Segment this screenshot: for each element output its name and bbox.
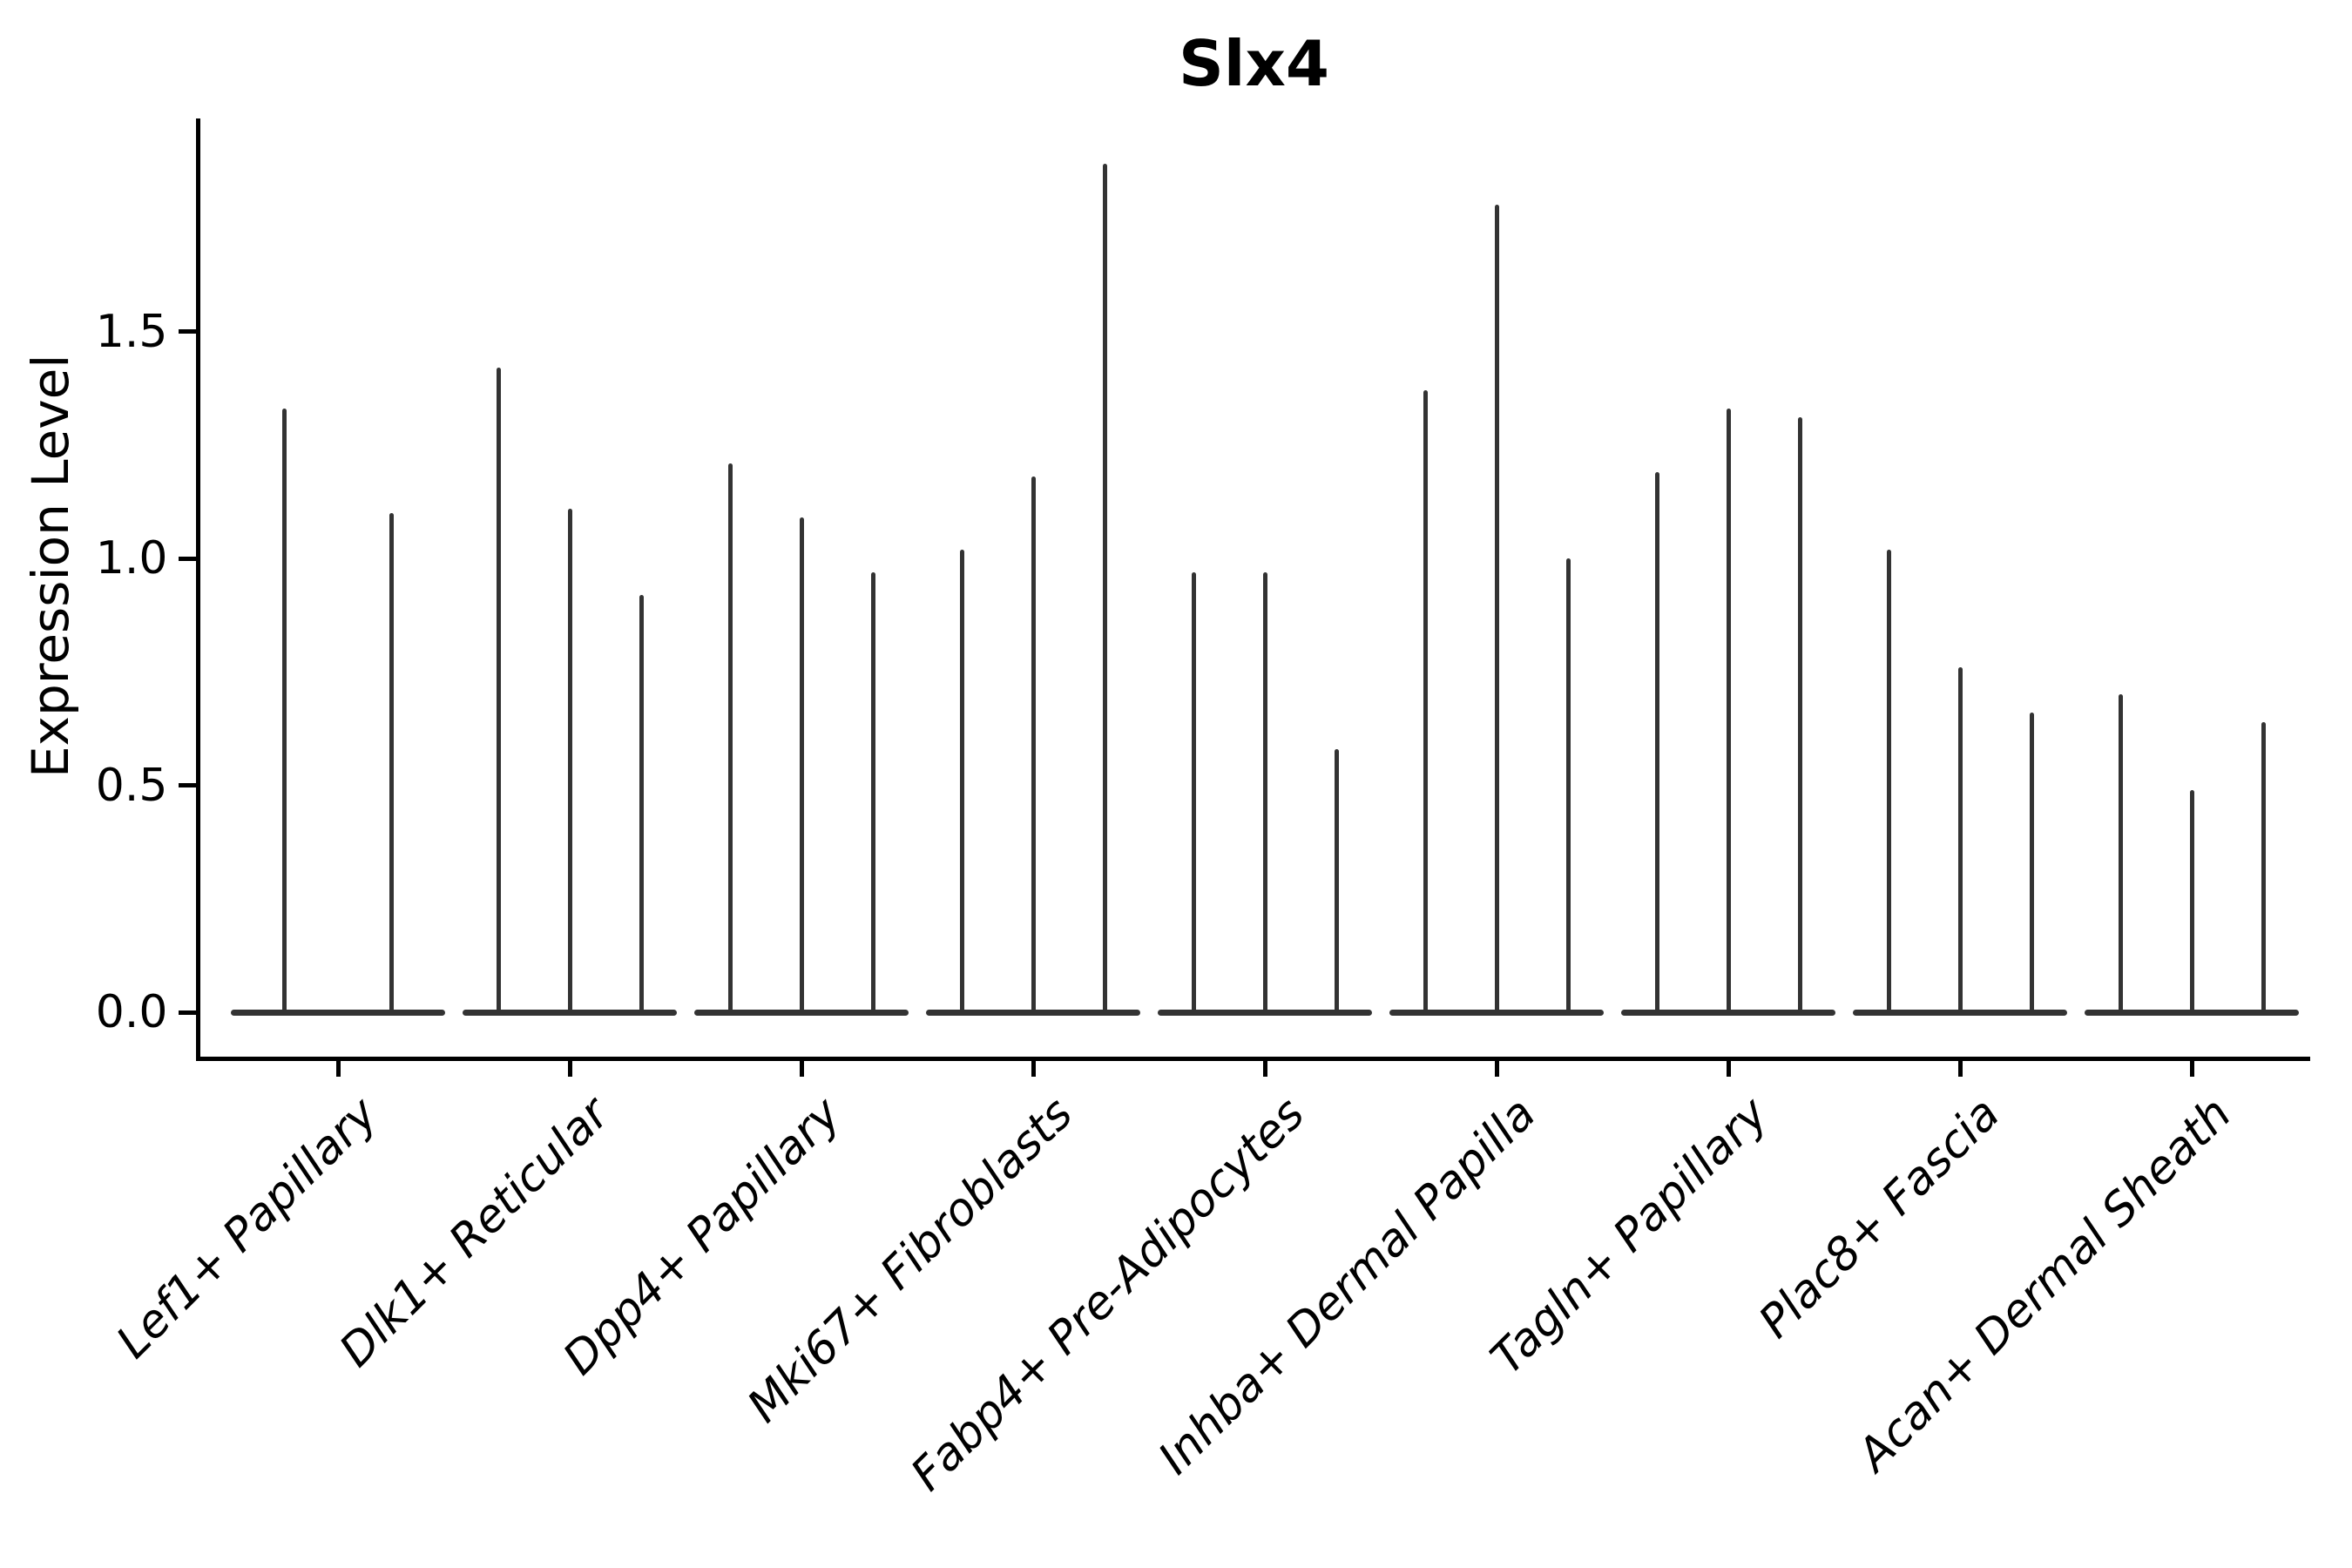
- y-tick-label: 0.5: [95, 759, 168, 812]
- violin-needle: [2261, 721, 2266, 1012]
- violin-needle: [1654, 472, 1659, 1012]
- violin-base: [926, 1009, 1140, 1016]
- x-tick: [335, 1060, 341, 1077]
- violin-needle: [2118, 694, 2123, 1012]
- x-tick: [1726, 1060, 1731, 1077]
- y-tick: [178, 556, 196, 561]
- x-tick-label: Inhba+ Dermal Papilla: [1149, 1087, 1547, 1484]
- x-tick: [2189, 1060, 2194, 1077]
- violin-needle: [870, 571, 875, 1012]
- violin-needle: [1726, 409, 1731, 1012]
- y-tick-label: 0.0: [95, 986, 168, 1038]
- violin-needle: [1262, 571, 1267, 1012]
- violin-needle: [1102, 163, 1107, 1012]
- violin-needle: [1334, 748, 1339, 1012]
- violin-needle: [799, 517, 804, 1012]
- violin-base: [694, 1009, 909, 1016]
- x-tick: [1494, 1060, 1499, 1077]
- violin-base: [463, 1009, 677, 1016]
- violin-needle: [1031, 476, 1036, 1012]
- violin-needle: [727, 463, 733, 1012]
- x-axis-spine: [195, 1056, 2310, 1061]
- violin-needle: [1494, 204, 1499, 1012]
- violin-needle: [567, 508, 572, 1012]
- violin-base: [1621, 1009, 1835, 1016]
- violin-base: [1158, 1009, 1372, 1016]
- x-tick: [799, 1060, 804, 1077]
- plot-title: Slx4: [1178, 27, 1330, 100]
- violin-needle: [389, 512, 394, 1012]
- violin-needle: [1565, 558, 1571, 1012]
- violin-needle: [639, 594, 644, 1012]
- violin-base: [1389, 1009, 1604, 1016]
- violin-needle: [1423, 390, 1428, 1012]
- x-tick-label: Plac8+ Fascia: [1748, 1087, 2011, 1348]
- violin-needle: [1191, 571, 1196, 1012]
- violin-base: [231, 1009, 445, 1016]
- violin-base: [2085, 1009, 2299, 1016]
- violin-needle: [1886, 549, 1891, 1012]
- x-tick: [1031, 1060, 1036, 1077]
- violin-needle: [959, 549, 964, 1012]
- x-tick: [567, 1060, 572, 1077]
- violin-needle: [2029, 713, 2034, 1012]
- violin-needle: [496, 368, 501, 1012]
- x-tick-label: Fabp4+ Pre-Adipocytes: [901, 1087, 1315, 1501]
- violin-needle: [282, 409, 287, 1012]
- y-tick: [178, 1010, 196, 1015]
- y-tick-label: 1.0: [95, 532, 168, 585]
- x-tick: [1262, 1060, 1267, 1077]
- violin-base: [1853, 1009, 2067, 1016]
- violin-needle: [2189, 789, 2194, 1012]
- x-tick-label: Acan+ Dermal Sheath: [1848, 1087, 2242, 1482]
- violin-needle: [1797, 417, 1802, 1012]
- violin-needle: [1957, 667, 1963, 1012]
- y-tick: [178, 329, 196, 334]
- y-tick: [178, 783, 196, 787]
- y-tick-label: 1.5: [95, 305, 168, 358]
- x-tick: [1957, 1060, 1963, 1077]
- y-axis-spine: [195, 118, 200, 1061]
